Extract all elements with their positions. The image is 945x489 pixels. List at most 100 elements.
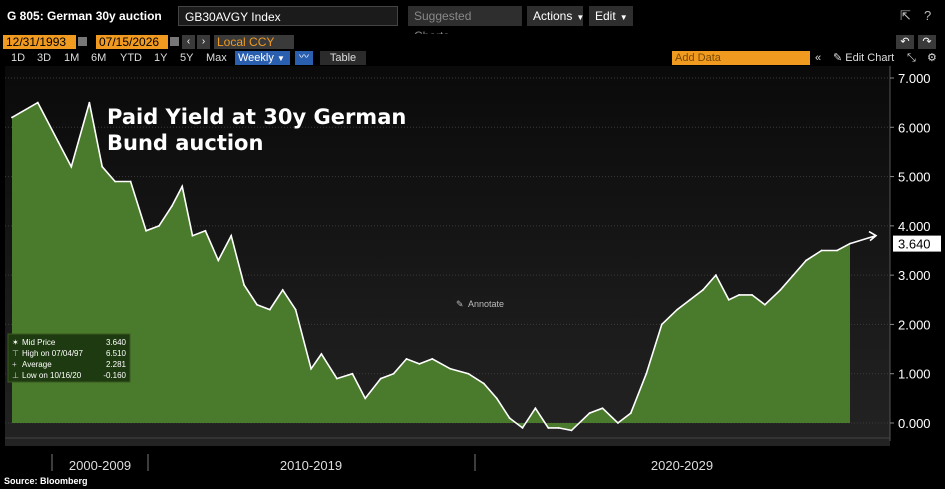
decade-label: 2020-2029	[651, 458, 713, 473]
data-point	[405, 358, 408, 360]
collapse-icon[interactable]: «	[815, 52, 822, 64]
range-1d[interactable]: 1D	[11, 52, 26, 64]
data-point	[738, 293, 741, 296]
range-max[interactable]: Max	[206, 52, 227, 64]
ticker-field[interactable]: GB30AVGY Index	[178, 6, 398, 26]
legend-low-icon: ⊥	[12, 371, 19, 380]
currency-label: Local CCY	[217, 35, 275, 49]
currency-select[interactable]: Local CCY	[214, 35, 294, 49]
actions-button[interactable]: Actions ▼	[527, 6, 585, 26]
data-point	[379, 377, 382, 380]
last-value-arrow-icon	[849, 230, 878, 245]
data-point	[751, 293, 753, 296]
data-point	[764, 303, 766, 306]
range-bar: 1D 3D 1M 6M YTD 1Y 5Y Max Weekly ▼ 〰 Tab…	[0, 50, 945, 66]
actions-label: Actions	[533, 9, 573, 23]
data-point	[88, 101, 91, 104]
data-point	[534, 407, 537, 410]
annotation-title-line-1: Paid Yield at 30y German	[107, 105, 406, 129]
last-value-box	[893, 235, 941, 252]
redo-icon[interactable]: ↷	[918, 35, 936, 49]
undo-icon[interactable]: ↶	[896, 35, 914, 49]
frequency-select[interactable]: Weekly ▼	[235, 51, 290, 65]
gear-icon[interactable]: ⚙	[927, 52, 937, 64]
chevron-down-icon: ▼	[576, 13, 585, 22]
data-point	[645, 372, 648, 375]
window-title: G 805: German 30y auction	[7, 9, 162, 23]
range-1y[interactable]: 1Y	[154, 52, 168, 64]
edit-button[interactable]: Edit ▼	[589, 6, 633, 26]
data-point	[715, 274, 717, 277]
data-point	[335, 377, 338, 380]
range-1m[interactable]: 1M	[64, 52, 80, 64]
data-point	[191, 234, 194, 237]
decade-label: 2000-2009	[69, 458, 131, 473]
data-point	[181, 185, 184, 188]
end-date-field[interactable]: 07/15/2026	[96, 35, 168, 49]
data-point	[805, 259, 808, 262]
pencil-icon: ✎	[833, 52, 843, 64]
legend-high-label: High on 07/04/97	[22, 349, 83, 358]
data-point	[792, 274, 795, 277]
data-point	[351, 372, 354, 375]
data-point	[36, 101, 39, 104]
edit-chart-button[interactable]: ✎ Edit Chart	[833, 51, 894, 65]
data-point	[676, 308, 679, 311]
data-point	[364, 397, 367, 400]
chart-area: 7.000 6.000 5.000 4.000 3.000 2.000 1.000 0.000…	[5, 66, 941, 473]
y-tick-label: 1.000	[898, 367, 931, 382]
calendar-icon[interactable]	[170, 37, 179, 46]
series-points	[11, 101, 851, 432]
range-5y[interactable]: 5Y	[180, 52, 194, 64]
data-point	[836, 249, 839, 252]
legend-avg-label: Average	[22, 360, 52, 369]
data-point	[204, 229, 207, 232]
data-point	[820, 249, 823, 252]
title-bar: G 805: German 30y auction GB30AVGY Index…	[0, 0, 945, 43]
y-tick-label: 4.000	[898, 219, 931, 234]
data-point	[521, 427, 524, 429]
data-point	[508, 417, 511, 419]
range-6m[interactable]: 6M	[91, 52, 107, 64]
data-point	[320, 353, 323, 355]
data-point	[547, 427, 550, 429]
data-point	[145, 229, 147, 232]
popout-icon[interactable]: ⇱	[900, 8, 911, 23]
data-point	[482, 382, 485, 385]
decade-label: 2010-2019	[280, 458, 342, 473]
line-chart-icon[interactable]: 〰	[295, 51, 313, 65]
data-point	[230, 234, 233, 237]
data-point	[129, 180, 132, 183]
legend-high-value: 6.510	[106, 349, 127, 358]
annotate-button[interactable]: ✎ Annotate	[452, 296, 504, 310]
chevron-down-icon: ▼	[276, 54, 285, 63]
chart-type-icon[interactable]: ⤡	[907, 52, 916, 64]
data-point	[689, 298, 692, 301]
add-data-input[interactable]: Add Data	[672, 51, 810, 65]
legend-low-value: -0.160	[103, 371, 126, 380]
source-label: Source: Bloomberg	[4, 476, 88, 486]
table-button[interactable]: Table	[320, 51, 366, 65]
data-point	[570, 429, 573, 432]
edit-chart-label: Edit Chart	[845, 52, 895, 64]
legend-mid-icon: ✶	[12, 338, 19, 347]
data-point	[495, 397, 498, 400]
range-ytd[interactable]: YTD	[120, 52, 142, 64]
data-point	[70, 165, 73, 168]
next-arrow-icon[interactable]: ›	[197, 35, 210, 49]
data-point	[268, 308, 271, 311]
prev-arrow-icon[interactable]: ‹	[182, 35, 195, 49]
legend-avg-value: 2.281	[106, 360, 127, 369]
data-point	[243, 284, 245, 286]
start-date-field[interactable]: 12/31/1993	[3, 35, 76, 49]
legend-low-label: Low on 10/16/20	[22, 371, 82, 380]
help-icon[interactable]: ?	[924, 8, 932, 23]
calendar-icon[interactable]	[78, 37, 87, 46]
y-tick-label: 3.000	[898, 268, 931, 283]
data-point	[588, 412, 591, 415]
y-tick-label: 7.000	[898, 71, 931, 86]
suggested-charts-button[interactable]: Suggested Charts▼	[408, 6, 522, 43]
chevron-down-icon: ▼	[619, 13, 628, 22]
data-point	[727, 298, 730, 301]
range-3d[interactable]: 3D	[37, 52, 52, 64]
